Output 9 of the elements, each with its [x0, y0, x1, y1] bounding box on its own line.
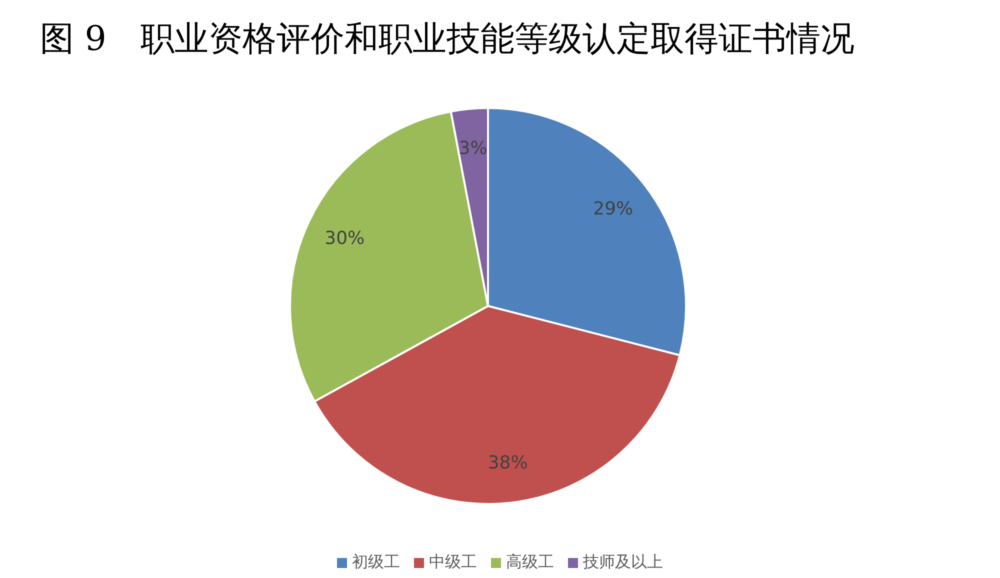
legend-label: 技师及以上 — [582, 552, 663, 573]
data-label: 3% — [458, 138, 488, 159]
legend-label: 中级工 — [428, 552, 477, 573]
legend-label: 高级工 — [505, 552, 554, 573]
chart-title: 图 9 职业资格评价和职业技能等级认定取得证书情况 — [39, 18, 856, 61]
data-label: 29% — [593, 198, 634, 220]
data-label: 38% — [488, 452, 528, 474]
legend-label: 初级工 — [351, 552, 400, 573]
data-label: 30% — [324, 228, 365, 250]
